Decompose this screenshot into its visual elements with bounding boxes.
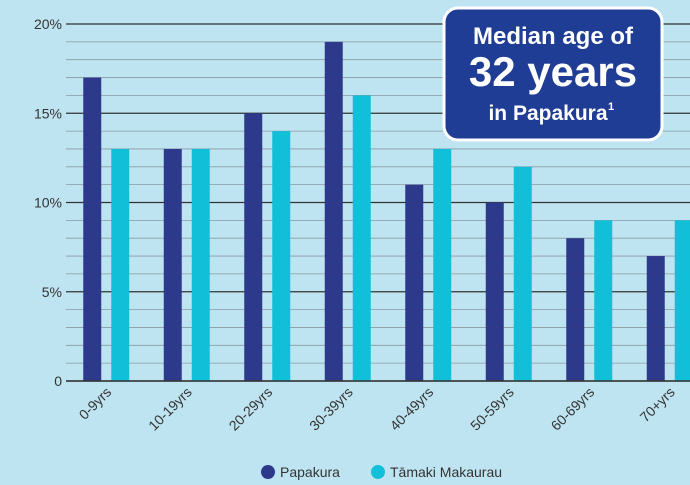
x-tick-label: 20-29yrs bbox=[226, 384, 276, 434]
annotation-line2: 32 years bbox=[469, 48, 637, 95]
bar bbox=[352, 95, 371, 382]
annotation-box bbox=[442, 6, 664, 142]
bar bbox=[433, 148, 452, 381]
bar bbox=[485, 202, 504, 381]
annotation-footnote: 1 bbox=[608, 101, 614, 113]
x-tick-label: 50-59yrs bbox=[467, 384, 517, 434]
x-tick-label: 40-49yrs bbox=[387, 384, 437, 434]
bar bbox=[324, 41, 343, 381]
bar bbox=[191, 148, 210, 381]
bar bbox=[405, 184, 424, 381]
bar bbox=[513, 166, 532, 381]
y-tick-label: 10% bbox=[34, 195, 62, 211]
y-tick-label: 5% bbox=[42, 284, 62, 300]
y-tick-label: 20% bbox=[34, 16, 62, 32]
annotation-line3: in Papakura bbox=[488, 102, 607, 125]
x-tick-label: 10-19yrs bbox=[145, 384, 195, 434]
x-tick-label: 0-9yrs bbox=[76, 384, 115, 423]
bar bbox=[674, 220, 690, 381]
bar bbox=[566, 238, 585, 381]
bar bbox=[594, 220, 613, 381]
x-tick-label: 30-39yrs bbox=[306, 384, 356, 434]
bar bbox=[244, 113, 263, 381]
x-tick-label: 60-69yrs bbox=[548, 384, 598, 434]
bar bbox=[272, 131, 291, 381]
legend-label: Tāmaki Makaurau bbox=[390, 464, 502, 480]
bar bbox=[83, 77, 102, 382]
y-tick-label: 0 bbox=[54, 373, 62, 389]
bar bbox=[163, 148, 182, 381]
bar bbox=[111, 148, 130, 381]
legend-marker bbox=[261, 465, 275, 479]
legend-label: Papakura bbox=[280, 464, 340, 480]
x-tick-label: 70+yrs bbox=[637, 384, 678, 425]
bar bbox=[646, 256, 665, 381]
annotation-line1: Median age of bbox=[473, 23, 634, 50]
y-tick-label: 15% bbox=[34, 105, 62, 121]
legend-marker bbox=[371, 465, 385, 479]
